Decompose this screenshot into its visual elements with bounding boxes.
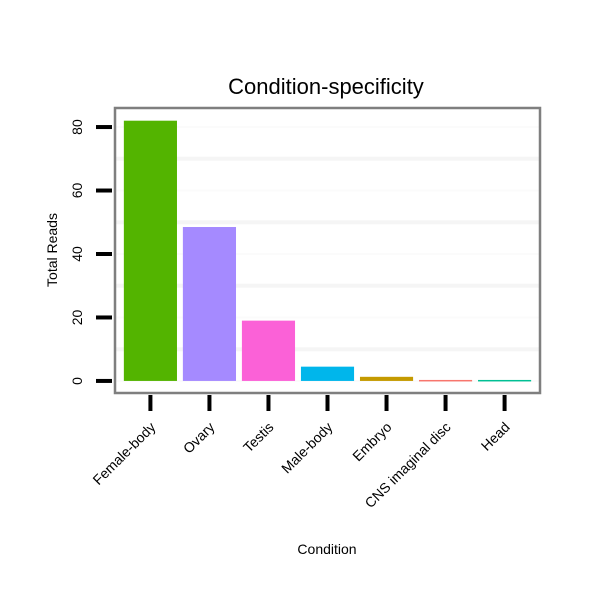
x-axis-label: Condition bbox=[297, 541, 356, 557]
chart-title: Condition-specificity bbox=[228, 74, 424, 99]
y-tick-label: 60 bbox=[69, 183, 85, 199]
y-tick-label: 20 bbox=[69, 309, 85, 325]
plot-panel-border bbox=[113, 106, 542, 395]
bar-embryo bbox=[359, 376, 414, 381]
y-tick-label: 40 bbox=[69, 246, 85, 262]
bar-cns-imaginal-disc bbox=[418, 379, 473, 382]
bar-female-body bbox=[123, 120, 177, 381]
bar-ovary bbox=[182, 227, 237, 381]
y-tick-label: 80 bbox=[69, 119, 85, 135]
bar-head bbox=[478, 379, 532, 382]
y-axis: 0 20 40 60 80 bbox=[69, 119, 112, 385]
bar-male-body bbox=[300, 366, 355, 381]
bars bbox=[123, 120, 532, 382]
bar-testis bbox=[241, 320, 296, 381]
y-axis-label: Total Reads bbox=[44, 213, 60, 287]
y-tick-label: 0 bbox=[69, 377, 85, 385]
